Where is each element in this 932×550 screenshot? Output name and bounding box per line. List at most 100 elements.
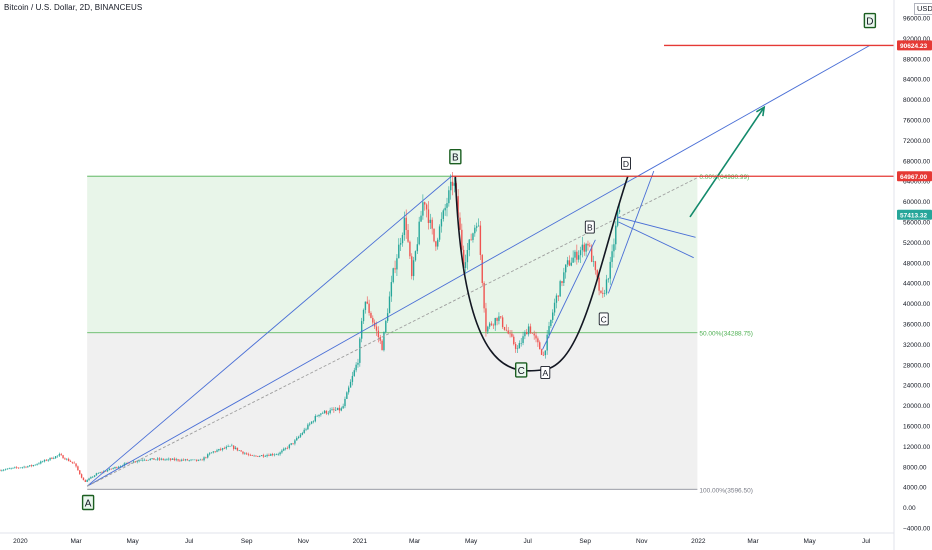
candle-body [132, 461, 135, 463]
candle-body [271, 454, 274, 456]
candle-body [77, 466, 79, 471]
candle-body [177, 459, 179, 461]
price-tick-label: 88000.00 [903, 56, 930, 63]
candle-body [522, 336, 524, 344]
candle-body [303, 429, 305, 434]
level-badge [897, 40, 932, 51]
candle-body [372, 317, 374, 323]
candle-body [27, 466, 29, 468]
time-axis: 2020 Mar May Jul Sep Nov 2021 Mar May Jul Sep Nov 20… [0, 532, 894, 545]
candle-body [43, 459, 46, 462]
candle-body [475, 226, 478, 228]
candle-body [459, 217, 461, 230]
candle-body [574, 251, 576, 258]
candle-body [71, 461, 74, 463]
candle-body [79, 470, 81, 475]
candle-body [118, 466, 120, 468]
candle-body [431, 219, 433, 229]
candle-body [175, 459, 177, 461]
candle-body [151, 458, 153, 459]
candle-body [234, 447, 237, 449]
wave-label-d: D [863, 12, 877, 29]
candle-body [195, 459, 198, 461]
candle-body [168, 458, 170, 460]
candle-body [603, 293, 606, 294]
trend-line [86, 45, 871, 487]
candle-body [344, 398, 346, 407]
candle-body [14, 467, 16, 468]
candle-body [342, 406, 344, 409]
candle-body [385, 320, 387, 332]
price-tick-label: 44000.00 [903, 281, 930, 288]
candle-body [466, 250, 469, 263]
candle-body [448, 190, 450, 204]
candle-body [516, 348, 519, 350]
candle-body [364, 301, 367, 310]
candle-body [323, 410, 326, 414]
candle-body [399, 243, 402, 245]
candle-body [3, 469, 5, 471]
candle-body [247, 454, 250, 455]
price-tick-label: 68000.00 [903, 158, 930, 165]
time-tick-label: May [126, 538, 139, 545]
time-tick-label: May [803, 538, 816, 545]
wave-label-text: D [866, 17, 873, 28]
candle-body [527, 326, 530, 335]
candle-body [149, 458, 151, 460]
candle-body [450, 181, 452, 191]
candle-body [557, 295, 559, 297]
candle-body [238, 450, 240, 452]
candle-body [555, 295, 558, 303]
candle-body [192, 459, 194, 461]
candle-body [477, 225, 480, 227]
candle-body [351, 375, 354, 382]
candle-body [409, 241, 411, 257]
candle-body [171, 458, 174, 460]
candle-body [394, 268, 396, 270]
trend-line [616, 216, 696, 238]
candle-body [249, 454, 252, 456]
candle-body [318, 414, 320, 417]
candle-body [188, 460, 190, 461]
candle-body [67, 458, 70, 462]
candle-body [568, 260, 571, 266]
candle-body [322, 413, 324, 414]
wave-label-box [598, 312, 609, 326]
candle-body [327, 412, 329, 414]
candle-body [90, 477, 92, 479]
candle-body [73, 462, 75, 464]
candle-body [457, 196, 459, 218]
candle-body [147, 459, 150, 461]
candle-body [8, 468, 10, 470]
time-tick-label: 2021 [353, 538, 368, 545]
candle-body [270, 454, 272, 456]
candle-body [86, 479, 88, 482]
candle-body [25, 466, 27, 468]
candle-body [613, 244, 615, 252]
wave-label-box [584, 220, 595, 234]
candle-body [618, 209, 621, 213]
candle-body [359, 338, 361, 363]
candle-body [108, 468, 111, 471]
last-price-label: 57413.32 [900, 212, 927, 219]
candle-body [160, 458, 163, 460]
candle-body [416, 244, 419, 252]
candle-body [205, 457, 207, 458]
candle-body [92, 476, 94, 478]
candle-body [6, 468, 9, 470]
price-tick-label: 20000.00 [903, 403, 930, 410]
candle-body [162, 458, 164, 460]
candle-body [500, 316, 502, 318]
candle-body [414, 251, 417, 261]
candle-body [605, 279, 608, 294]
candle-body [481, 254, 483, 283]
candle-body [30, 465, 33, 467]
price-tick-label: 80000.00 [903, 97, 930, 104]
candle-body [585, 243, 587, 252]
wave-label-b: B [584, 220, 595, 234]
candle-body [181, 459, 183, 461]
candle-body [596, 270, 598, 278]
candle-body [245, 453, 248, 455]
